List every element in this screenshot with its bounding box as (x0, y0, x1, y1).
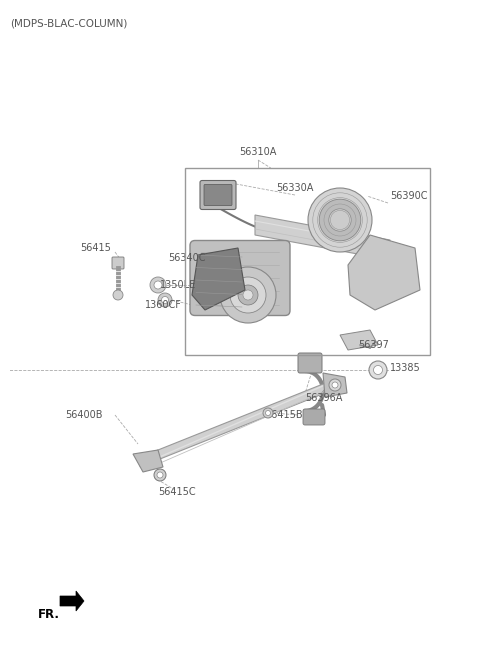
Text: (MDPS-BLAC-COLUMN): (MDPS-BLAC-COLUMN) (10, 18, 127, 28)
Text: 56340C: 56340C (168, 253, 205, 263)
Circle shape (332, 382, 338, 388)
Circle shape (158, 293, 172, 307)
Text: 56390C: 56390C (390, 191, 428, 201)
Text: 56400B: 56400B (65, 410, 103, 420)
Circle shape (329, 209, 351, 231)
Circle shape (329, 379, 341, 391)
Text: 1360CF: 1360CF (145, 300, 182, 310)
FancyBboxPatch shape (190, 241, 290, 316)
Polygon shape (255, 215, 390, 260)
Text: 56330A: 56330A (276, 183, 314, 193)
Circle shape (161, 297, 168, 304)
Circle shape (220, 267, 276, 323)
Bar (185, 168, 430, 355)
Circle shape (154, 281, 162, 289)
Circle shape (263, 408, 273, 418)
Text: 1350LE: 1350LE (160, 280, 196, 290)
Polygon shape (140, 380, 333, 467)
Polygon shape (133, 450, 163, 472)
Circle shape (113, 290, 123, 300)
Polygon shape (192, 248, 245, 310)
Text: 56415C: 56415C (158, 487, 196, 497)
Polygon shape (348, 235, 420, 310)
Circle shape (369, 361, 387, 379)
FancyBboxPatch shape (298, 353, 322, 373)
Text: 56415B: 56415B (265, 410, 302, 420)
Circle shape (308, 188, 372, 252)
Polygon shape (340, 330, 378, 350)
Circle shape (265, 411, 271, 415)
Circle shape (157, 472, 163, 478)
Circle shape (150, 277, 166, 293)
Circle shape (319, 199, 361, 241)
Circle shape (230, 277, 266, 313)
Text: 13385: 13385 (390, 363, 421, 373)
Text: 56396A: 56396A (305, 393, 342, 403)
Text: 56415: 56415 (80, 243, 111, 253)
FancyBboxPatch shape (303, 409, 325, 425)
Text: 56310A: 56310A (240, 147, 276, 157)
Polygon shape (323, 373, 347, 397)
Text: 56397: 56397 (358, 340, 389, 350)
Circle shape (238, 285, 258, 305)
Polygon shape (60, 591, 84, 611)
FancyBboxPatch shape (204, 184, 232, 205)
Circle shape (243, 290, 253, 300)
FancyBboxPatch shape (200, 180, 236, 209)
Circle shape (154, 469, 166, 481)
FancyBboxPatch shape (112, 257, 124, 269)
Text: FR.: FR. (38, 607, 60, 621)
Circle shape (373, 365, 383, 375)
